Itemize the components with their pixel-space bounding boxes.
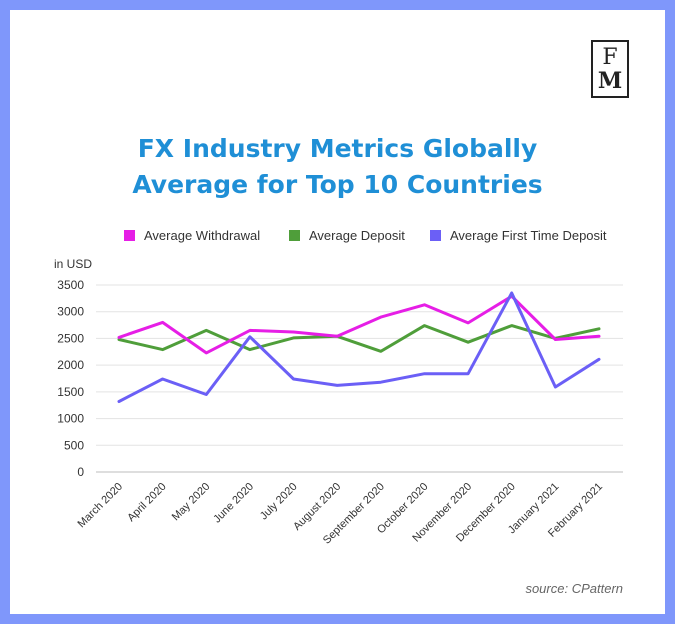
y-tick-label: 2500 xyxy=(57,331,84,345)
y-axis-unit-label: in USD xyxy=(54,257,93,271)
y-tick-label: 1000 xyxy=(57,412,84,426)
gridlines xyxy=(96,284,623,473)
legend-swatch-withdrawal xyxy=(124,230,135,241)
y-tick-label: 0 xyxy=(77,465,84,479)
x-tick-label: April 2020 xyxy=(125,481,169,525)
chart-title-line2: Average for Top 10 Countries xyxy=(132,170,543,199)
fm-logo: F M xyxy=(591,40,629,98)
legend-item-withdrawal: Average Withdrawal xyxy=(124,228,260,243)
chart-title-line1: FX Industry Metrics Globally xyxy=(137,134,538,163)
series-lines xyxy=(117,291,601,403)
y-tick-label: 1500 xyxy=(57,385,84,399)
y-tick-label: 2000 xyxy=(57,358,84,372)
legend-swatch-first-deposit xyxy=(430,230,441,241)
y-tick-label: 3000 xyxy=(57,305,84,319)
legend-swatch-deposit xyxy=(289,230,300,241)
y-tick-labels: 0 500 1000 1500 2000 2500 3000 3500 xyxy=(57,278,84,479)
y-tick-label: 500 xyxy=(64,438,84,452)
series-line-average-first-time-deposit xyxy=(117,291,601,403)
legend-label-withdrawal: Average Withdrawal xyxy=(144,228,261,243)
logo-letter-f: F xyxy=(602,44,618,70)
source-note: source: CPattern xyxy=(525,581,623,596)
x-tick-label: June 2020 xyxy=(211,481,256,526)
x-tick-label: March 2020 xyxy=(76,481,126,531)
x-tick-label: July 2020 xyxy=(258,481,300,523)
series-line-average-withdrawal xyxy=(117,294,601,355)
logo-letter-m: M xyxy=(597,67,623,94)
series-line-average-deposit xyxy=(117,324,601,353)
legend-item-first-deposit: Average First Time Deposit xyxy=(430,228,607,243)
legend-label-deposit: Average Deposit xyxy=(309,228,405,243)
legend-label-first-deposit: Average First Time Deposit xyxy=(450,228,607,243)
legend-item-deposit: Average Deposit xyxy=(289,228,405,243)
x-tick-label: May 2020 xyxy=(170,481,213,524)
y-tick-label: 3500 xyxy=(57,278,84,292)
chart-legend: Average Withdrawal Average Deposit Avera… xyxy=(0,228,675,248)
